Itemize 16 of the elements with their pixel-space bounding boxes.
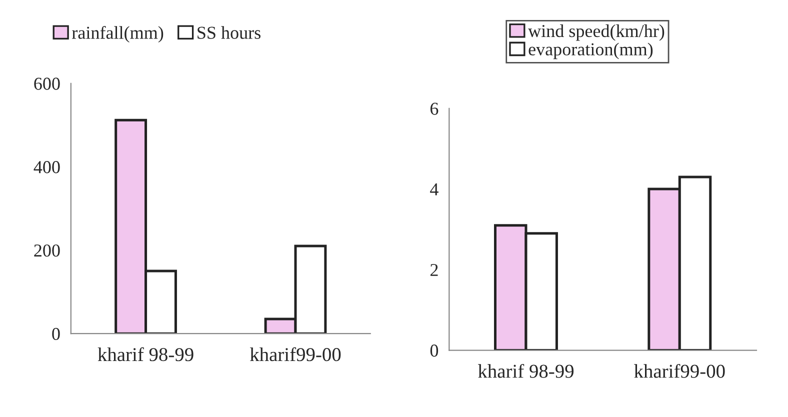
y-tick-label: 6 bbox=[430, 102, 438, 115]
legend-label: SS hours bbox=[198, 26, 260, 39]
x-tick-label: kharif 98-99 bbox=[98, 347, 194, 362]
y-tick-label: 0 bbox=[52, 328, 60, 340]
y-tick-label: 600 bbox=[34, 78, 60, 90]
x-tick-label: kharif99-00 bbox=[634, 364, 725, 378]
legend-label: rainfall(mm) bbox=[72, 26, 164, 43]
x-tick-label: kharif 98-99 bbox=[478, 364, 574, 378]
y-tick-label: 2 bbox=[430, 264, 438, 276]
y-tick-label: 200 bbox=[34, 244, 60, 257]
x-tick-label: kharif99-00 bbox=[250, 347, 341, 362]
legend-label: wind speed(km/hr) bbox=[528, 24, 664, 41]
y-tick-label: 4 bbox=[430, 183, 438, 196]
legend-label: evaporation(mm) bbox=[528, 42, 653, 60]
y-tick-label: 0 bbox=[430, 344, 438, 357]
y-tick-label: 400 bbox=[34, 161, 60, 174]
